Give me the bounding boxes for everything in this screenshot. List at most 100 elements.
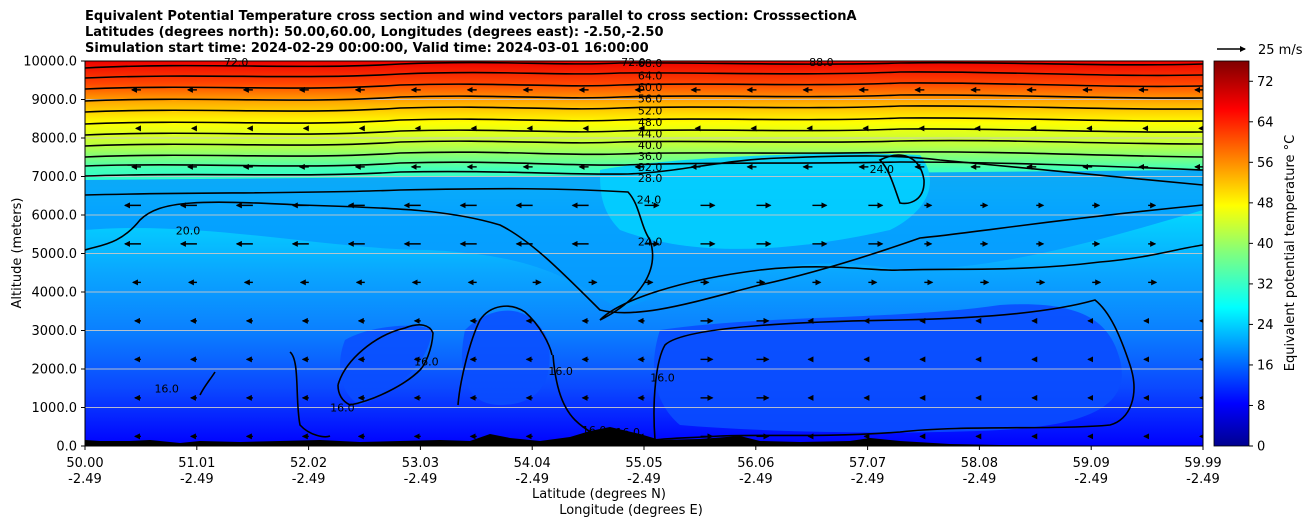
colorbar-tick-label-6: 48 [1257, 196, 1274, 211]
x-tick-lat-0: 50.00 [66, 456, 103, 471]
y-tick-label-3: 3000.0 [32, 324, 78, 339]
x-tick-lon-7: -2.49 [851, 472, 885, 487]
colorbar-tick-label-7: 56 [1257, 156, 1274, 171]
wind-vectors [123, 86, 1203, 440]
contour-line-28 [85, 155, 1203, 186]
contour-label-14: 24.0 [637, 194, 662, 207]
x-tick-lon-10: -2.49 [1186, 472, 1220, 487]
y-tick-label-7: 7000.0 [32, 170, 78, 185]
contour-line-high-9 [85, 151, 1203, 158]
x-tick-lat-3: 53.03 [402, 456, 439, 471]
x-tick-lon-6: -2.49 [739, 472, 773, 487]
contour-line-16-d [457, 305, 553, 406]
contour-label-24: 16.0 [616, 426, 641, 439]
contour-label-15: 24.0 [638, 236, 663, 249]
colorbar-tick-label-0: 0 [1257, 440, 1265, 455]
contour-line-16-f [653, 299, 1135, 441]
colorbar [1214, 61, 1249, 446]
contour-label-20: 16.0 [414, 355, 439, 368]
x-axis-label-2: Longitude (degrees E) [559, 503, 703, 518]
theta-cold-blob-1 [654, 304, 1122, 433]
theta-cold-blob-2 [461, 310, 550, 405]
contour-line-high-7 [85, 128, 1203, 136]
x-tick-lon-3: -2.49 [404, 472, 438, 487]
contour-line-24-loop [878, 154, 925, 205]
colorbar-tick-label-1: 8 [1257, 399, 1265, 414]
contour-label-11: 72.0 [224, 56, 249, 69]
x-tick-lon-0: -2.49 [68, 472, 102, 487]
x-tick-lon-1: -2.49 [180, 472, 214, 487]
colorbar-ticks: 0 8 16 24 32 40 48 56 64 72 [1249, 75, 1274, 455]
x-axis-label: Latitude (degrees N) [532, 487, 666, 502]
contour-label-6: 44.0 [638, 127, 663, 140]
x-axis: 50.00-2.4951.01-2.4952.02-2.4953.03-2.49… [66, 446, 1222, 487]
y-axis-label: Altitude (meters) [10, 198, 25, 309]
contour-label-2: 60.0 [638, 81, 663, 94]
x-tick-lon-8: -2.49 [963, 472, 997, 487]
contour-label-5: 48.0 [638, 116, 663, 129]
contour-line-high-8 [85, 139, 1203, 147]
x-tick-lat-8: 58.08 [961, 456, 998, 471]
contour-line-24-main [85, 187, 1203, 321]
y-tick-label-4: 4000.0 [32, 286, 78, 301]
x-tick-lat-6: 56.06 [737, 456, 774, 471]
contour-line-high-5 [85, 105, 1203, 113]
gridlines [85, 99, 1203, 408]
x-tick-lon-5: -2.49 [627, 472, 661, 487]
colorbar-label: Equivalent potential temperature °C [1283, 135, 1298, 371]
contour-label-3: 56.0 [638, 93, 663, 106]
y-tick-label-10: 10000.0 [23, 55, 77, 70]
contour-label-18: 16.0 [154, 382, 179, 395]
contour-line-16-c [337, 324, 434, 406]
contour-label-21: 16.0 [548, 365, 573, 378]
contour-label-13: 88.0 [809, 56, 834, 69]
contour-line-high-2 [85, 71, 1203, 79]
chart-title-line-3: Simulation start time: 2024-02-29 00:00:… [85, 41, 649, 56]
colorbar-tick-label-9: 72 [1257, 75, 1274, 90]
contour-label-12: 72.0 [621, 56, 646, 69]
x-tick-lat-9: 59.09 [1073, 456, 1110, 471]
chart-title-line-2: Latitudes (degrees north): 50.00,60.00, … [85, 25, 664, 40]
contour-label-8: 36.0 [638, 150, 663, 163]
y-tick-label-1: 1000.0 [32, 401, 78, 416]
chart-title-line-1: Equivalent Potential Temperature cross s… [85, 9, 857, 24]
contour-line-16-a [199, 371, 216, 396]
colorbar-tick-label-8: 64 [1257, 115, 1274, 130]
y-tick-label-6: 6000.0 [32, 209, 78, 224]
y-tick-label-0: 0.0 [56, 440, 77, 455]
x-tick-lat-1: 51.01 [178, 456, 215, 471]
contour-labels: 68.064.060.056.052.048.044.040.036.032.0… [154, 56, 894, 439]
contour-label-1: 64.0 [638, 70, 663, 83]
x-tick-lat-10: 59.99 [1184, 456, 1221, 471]
y-tick-label-5: 5000.0 [32, 247, 78, 262]
x-tick-lon-9: -2.49 [1074, 472, 1108, 487]
contour-line-high-3 [85, 82, 1203, 90]
contour-line-high-10 [85, 161, 1203, 171]
x-tick-lat-2: 52.02 [290, 456, 327, 471]
quiver-key-label: 25 m/s [1258, 43, 1303, 58]
contour-label-0: 68.0 [638, 57, 663, 70]
colorbar-tick-label-4: 32 [1257, 277, 1274, 292]
y-tick-label-8: 8000.0 [32, 132, 78, 147]
x-tick-lat-4: 54.04 [514, 456, 551, 471]
contour-label-23: 16.0 [582, 424, 607, 437]
colorbar-tick-label-3: 24 [1257, 318, 1274, 333]
contour-label-19: 16.0 [330, 402, 355, 415]
contour-label-9: 32.0 [638, 161, 663, 174]
theta-band-light [600, 153, 930, 249]
contour-line-high-4 [85, 94, 1203, 102]
contour-label-17: 20.0 [176, 224, 201, 237]
x-tick-lon-4: -2.49 [515, 472, 549, 487]
x-tick-lat-7: 57.07 [849, 456, 886, 471]
x-tick-lon-2: -2.49 [292, 472, 326, 487]
colorbar-tick-label-5: 40 [1257, 237, 1274, 252]
contour-line-16-b [289, 351, 331, 438]
contour-line-high-1 [85, 61, 1203, 69]
contour-label-4: 52.0 [638, 104, 663, 117]
y-tick-label-2: 2000.0 [32, 363, 78, 378]
contour-line-16-e [552, 354, 611, 441]
contour-line-high-6 [85, 117, 1203, 125]
contour-label-22: 16.0 [650, 371, 675, 384]
x-tick-lat-5: 55.05 [625, 456, 662, 471]
